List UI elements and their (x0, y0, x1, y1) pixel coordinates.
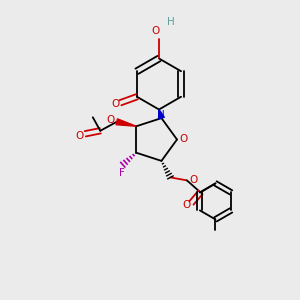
Text: O: O (182, 200, 190, 210)
Polygon shape (159, 110, 164, 119)
Polygon shape (116, 119, 136, 126)
Text: N: N (157, 110, 165, 120)
Text: O: O (152, 26, 160, 37)
Text: F: F (119, 168, 125, 178)
Text: O: O (179, 134, 188, 145)
Text: O: O (75, 131, 83, 141)
Text: O: O (106, 115, 114, 125)
Text: O: O (189, 176, 198, 185)
Text: H: H (167, 17, 174, 28)
Text: O: O (111, 99, 119, 109)
